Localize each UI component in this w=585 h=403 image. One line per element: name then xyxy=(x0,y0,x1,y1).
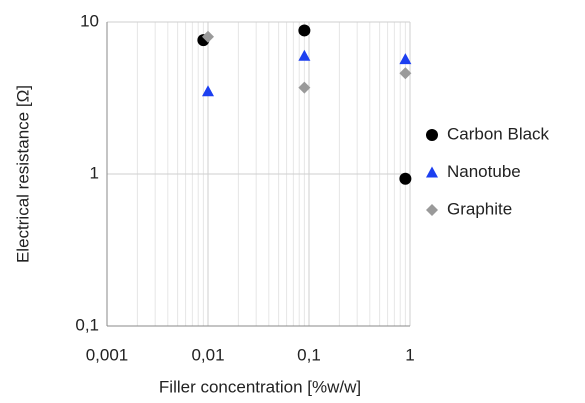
y-tick-label: 1 xyxy=(90,163,99,182)
point xyxy=(202,30,214,43)
x-tick-label: 0,1 xyxy=(297,345,321,364)
legend-marker xyxy=(426,204,438,216)
legend-marker xyxy=(426,129,438,141)
x-tick-label: 0,01 xyxy=(191,345,224,364)
legend-label: Nanotube xyxy=(447,162,521,181)
point xyxy=(399,67,412,80)
point xyxy=(298,49,311,61)
x-tick-label: 1 xyxy=(405,345,414,364)
y-tick-label: 10 xyxy=(80,11,99,30)
y-axis-title: Electrical resistance [Ω] xyxy=(13,85,32,263)
point xyxy=(202,85,214,97)
point xyxy=(399,53,412,65)
point xyxy=(399,172,412,185)
point xyxy=(298,81,311,94)
point xyxy=(298,24,311,37)
legend-marker xyxy=(426,166,438,178)
x-tick-label: 0,001 xyxy=(86,345,129,364)
x-axis-title: Filler concentration [%w/w] xyxy=(159,377,361,396)
legend-label: Graphite xyxy=(447,199,512,218)
legend-label: Carbon Black xyxy=(447,124,550,143)
y-tick-label: 0,1 xyxy=(75,315,99,334)
